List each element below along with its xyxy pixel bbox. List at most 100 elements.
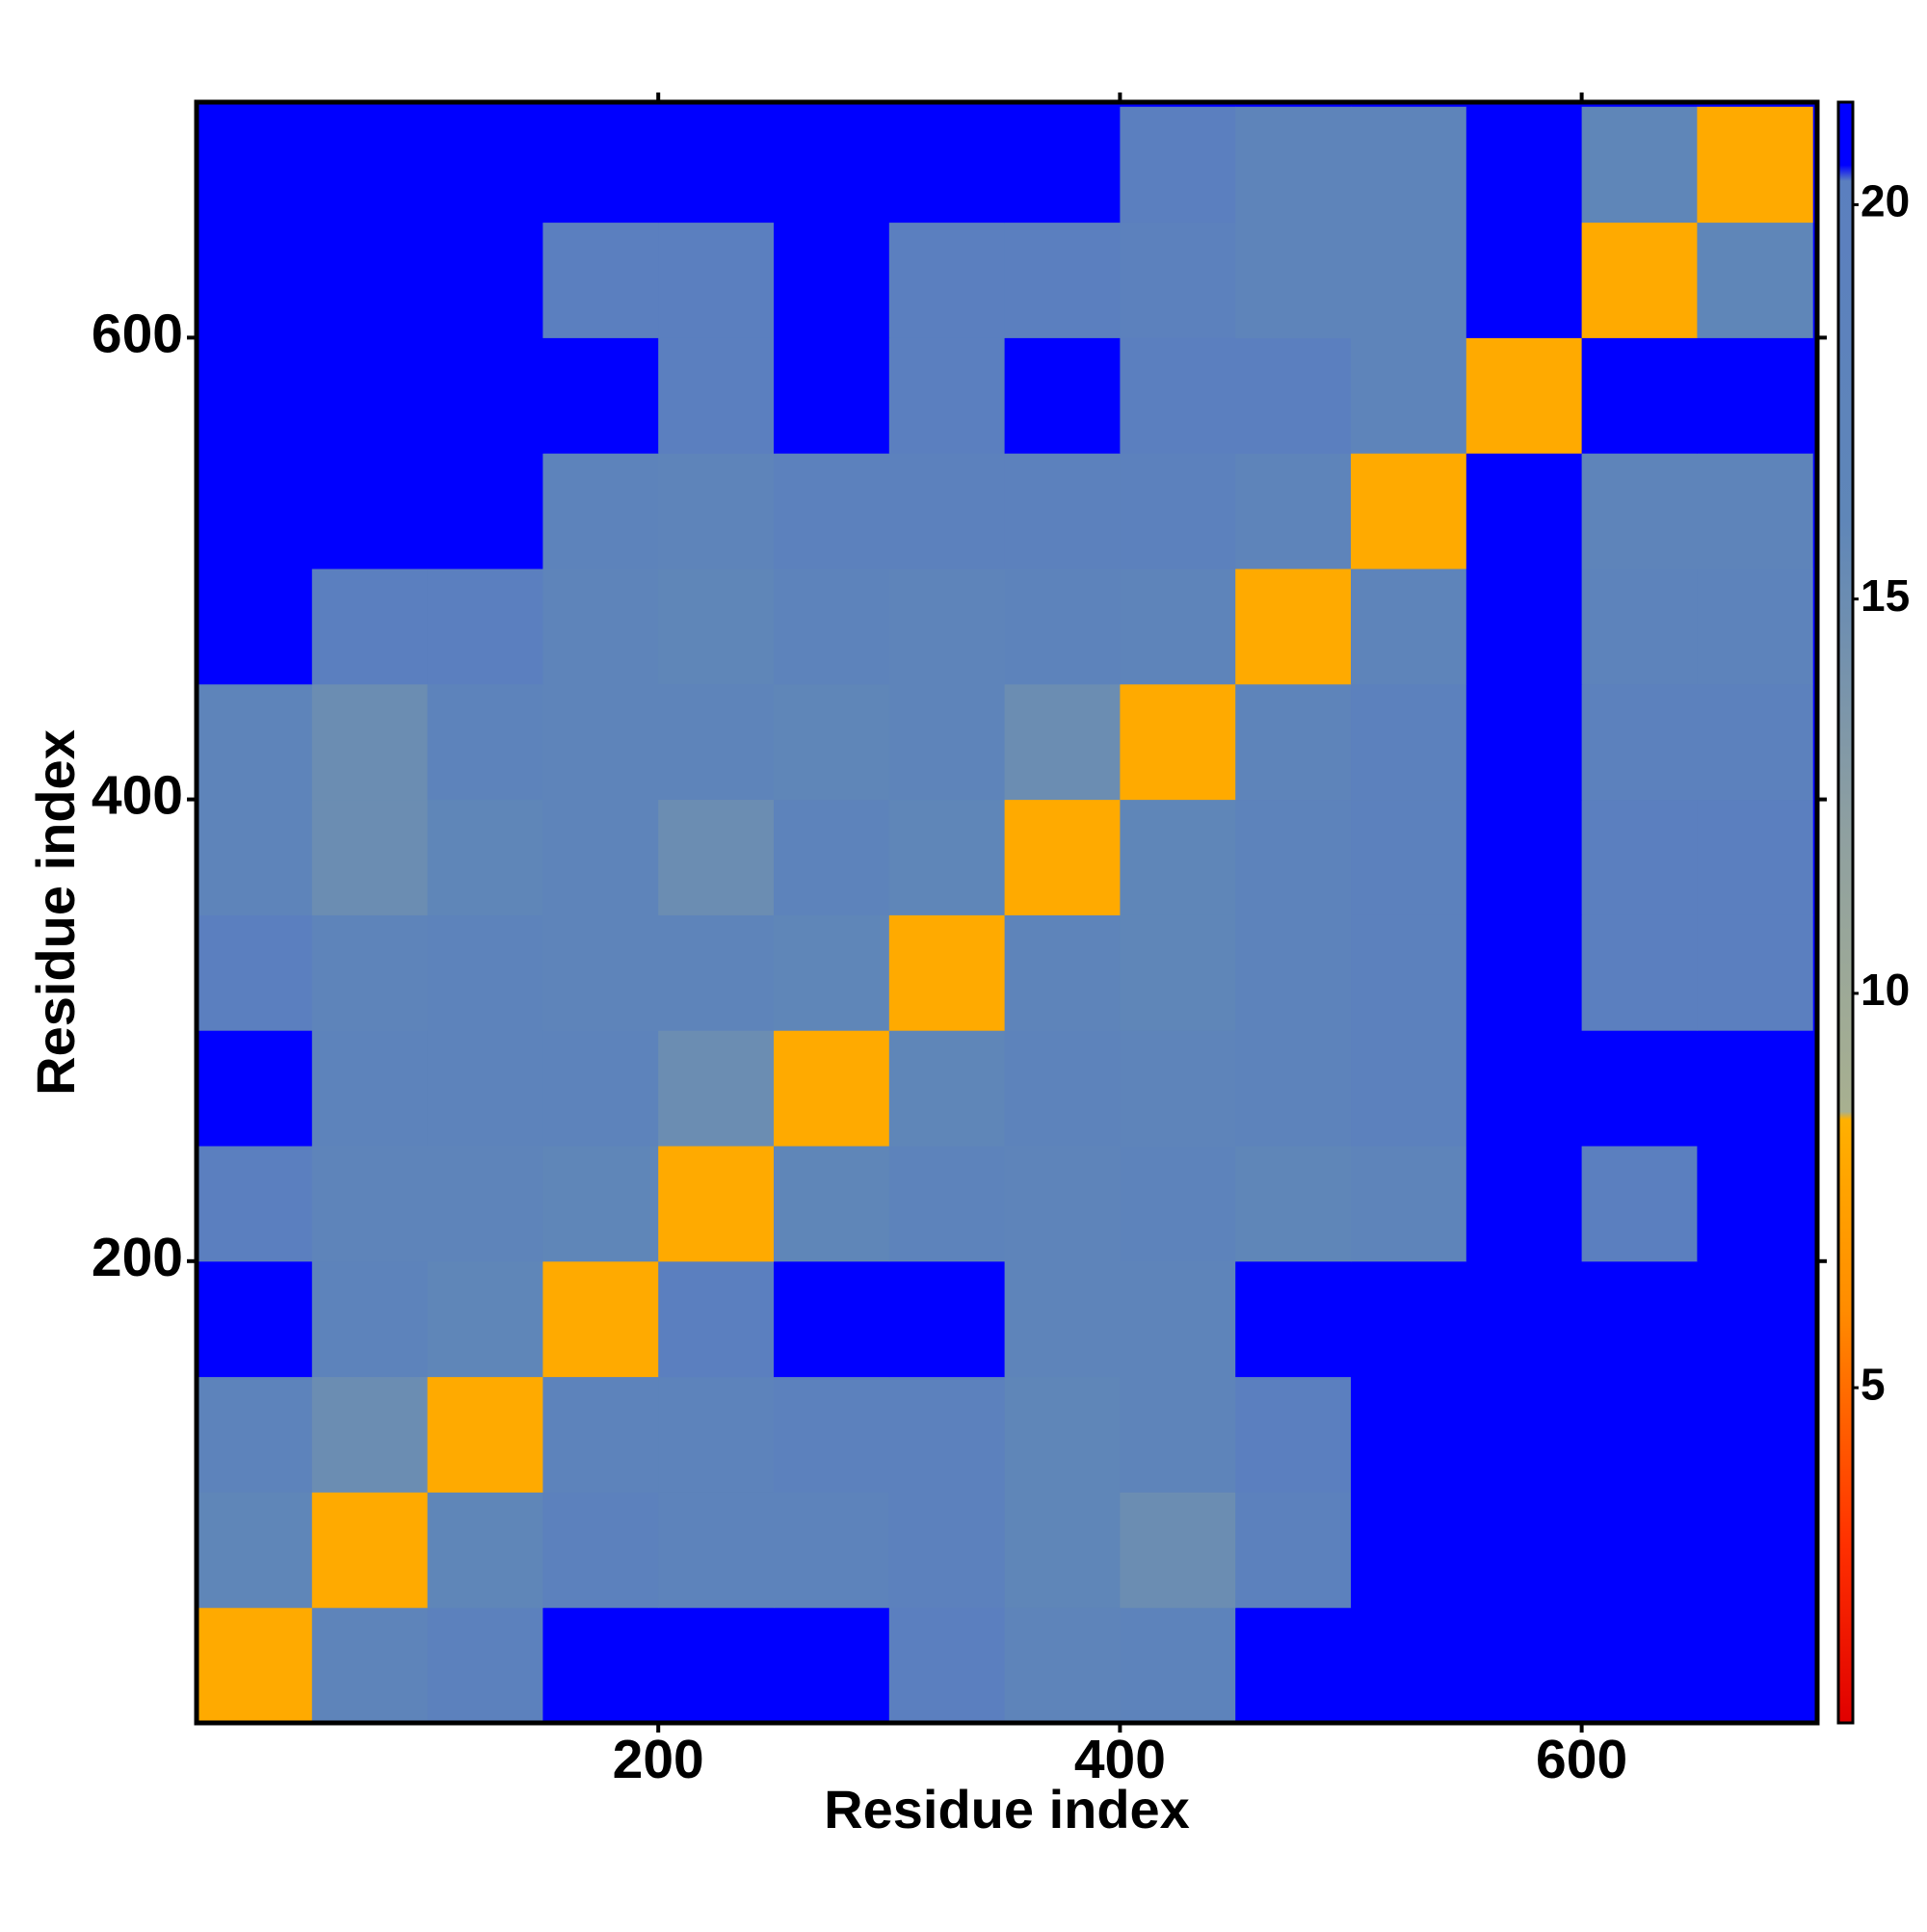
heat-cell <box>427 1492 543 1608</box>
heat-cell <box>1235 1492 1352 1608</box>
heat-cell <box>427 1145 543 1262</box>
heat-cell <box>542 453 659 569</box>
heat-cell <box>1004 106 1121 224</box>
heat-cell <box>1120 106 1236 224</box>
heat-cell <box>197 1376 313 1493</box>
heat-cell <box>774 914 890 1031</box>
heat-cell <box>197 1145 313 1262</box>
heat-cell <box>197 453 313 569</box>
heat-cell <box>888 914 1006 1031</box>
heat-cell <box>658 222 775 338</box>
heat-cell <box>1465 1260 1583 1378</box>
heat-cell <box>1120 1376 1236 1493</box>
heat-cell <box>197 222 313 338</box>
heat-cell <box>774 1145 890 1262</box>
heat-cell <box>1697 1260 1813 1378</box>
heat-cell <box>542 337 659 454</box>
heat-cell <box>1351 568 1467 685</box>
heat-cell <box>1581 453 1698 569</box>
heat-cell <box>197 683 313 801</box>
heat-cell <box>658 1145 775 1262</box>
heat-cell <box>311 568 429 685</box>
heat-cell <box>1465 337 1583 454</box>
heat-cell <box>1351 1376 1467 1493</box>
heat-cell <box>542 568 659 685</box>
heat-cell <box>197 1030 313 1147</box>
heat-cell <box>1581 106 1698 224</box>
heat-cell <box>1697 799 1813 915</box>
y-tick-label: 200 <box>92 1227 183 1288</box>
heat-cell <box>774 1030 890 1147</box>
heat-cell <box>1235 453 1352 569</box>
heat-cell <box>888 683 1006 801</box>
heat-cell <box>1465 222 1583 338</box>
colorbar-tick-label: 10 <box>1861 965 1910 1015</box>
heat-cell <box>1697 222 1813 338</box>
heat-cell <box>1581 1376 1698 1493</box>
heat-cell <box>542 1492 659 1608</box>
heat-cell <box>774 683 890 801</box>
heat-cell <box>1465 1030 1583 1147</box>
heat-cell <box>1697 568 1813 685</box>
heat-cell <box>1235 337 1352 454</box>
heat-cell <box>427 1376 543 1493</box>
heat-cell <box>197 337 313 454</box>
heat-cell <box>1351 1260 1467 1378</box>
heat-cell <box>1351 222 1467 338</box>
heat-cell <box>1004 1607 1121 1724</box>
heat-cell <box>1465 568 1583 685</box>
heat-cell <box>658 568 775 685</box>
heat-cell <box>1465 106 1583 224</box>
heat-cell <box>1581 222 1698 338</box>
heat-cell <box>888 1492 1006 1608</box>
heat-cell <box>427 222 543 338</box>
heat-cell <box>197 568 313 685</box>
heat-cell <box>1697 1030 1813 1147</box>
heat-cell <box>1581 1030 1698 1147</box>
heat-cell <box>1351 1030 1467 1147</box>
heat-cell <box>1120 799 1236 915</box>
heat-cell <box>1697 1376 1813 1493</box>
heat-cell <box>427 568 543 685</box>
y-tick-label: 600 <box>92 303 183 364</box>
colorbar-tick-label: 15 <box>1861 570 1910 621</box>
heat-cell <box>888 1376 1006 1493</box>
heat-cell <box>427 337 543 454</box>
heat-cell <box>1235 683 1352 801</box>
heat-cell <box>774 453 890 569</box>
heat-cell <box>1004 799 1121 915</box>
heat-cell <box>1581 337 1698 454</box>
heat-cell <box>1465 1492 1583 1608</box>
heat-cell <box>427 1030 543 1147</box>
heat-cell <box>1465 1376 1583 1493</box>
heat-cell <box>888 568 1006 685</box>
heat-cell <box>1120 222 1236 338</box>
heat-cell <box>197 914 313 1031</box>
heat-cell <box>658 1260 775 1378</box>
heat-cell <box>888 799 1006 915</box>
heat-cell <box>1120 1145 1236 1262</box>
heat-cell <box>1465 1607 1583 1724</box>
heat-cell <box>774 1607 890 1724</box>
heat-cell <box>1697 337 1813 454</box>
heat-cell <box>311 1376 429 1493</box>
x-tick-label: 400 <box>1074 1729 1166 1790</box>
heat-cell <box>1120 337 1236 454</box>
heat-cell <box>1465 914 1583 1031</box>
heat-cell <box>197 1260 313 1378</box>
heat-cell <box>774 337 890 454</box>
heat-cell <box>427 1607 543 1724</box>
heat-cell <box>774 106 890 224</box>
heat-cell <box>1581 1260 1698 1378</box>
heat-cell <box>542 1030 659 1147</box>
heat-cell <box>1351 453 1467 569</box>
heat-cell <box>1697 453 1813 569</box>
heat-cell <box>888 1260 1006 1378</box>
heat-cell <box>542 106 659 224</box>
heat-cell <box>1581 914 1698 1031</box>
heat-cell <box>542 1607 659 1724</box>
heat-cell <box>658 1607 775 1724</box>
heat-cell <box>1465 1145 1583 1262</box>
heat-cell <box>774 1376 890 1493</box>
